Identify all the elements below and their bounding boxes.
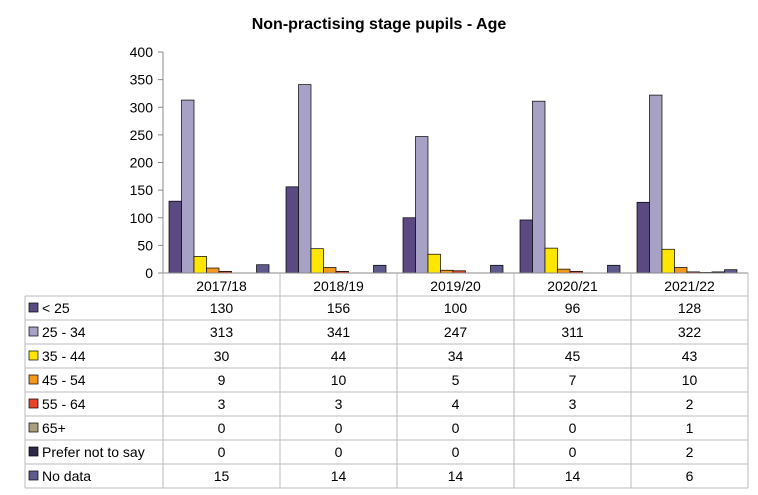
legend-series-name: < 25	[42, 300, 70, 316]
legend-swatch	[28, 350, 39, 361]
chart-title: Non-practising stage pupils - Age	[252, 16, 507, 33]
table-cell-value: 9	[218, 372, 226, 388]
y-tick-label: 300	[130, 99, 154, 115]
table-cell-value: 0	[452, 420, 460, 436]
table-cell-value: 4	[452, 396, 460, 412]
y-axis: 0 50 100 150 200 250 300 350 400	[130, 44, 164, 281]
table-cell-value: 0	[335, 420, 343, 436]
legend-series-name: No data	[42, 468, 91, 484]
bar	[193, 256, 207, 274]
y-tick-label: 150	[130, 182, 154, 198]
bar	[323, 267, 337, 274]
table-cell-value: 14	[565, 468, 581, 484]
table-cell-value: 3	[218, 396, 226, 412]
bar	[285, 186, 299, 274]
bar	[519, 219, 533, 274]
bar	[168, 200, 182, 274]
bar	[649, 94, 663, 274]
data-table: 2017/18 2018/19 2019/20 2020/21 2021/22 < 25 1…	[24, 273, 749, 489]
table-cell-value: 0	[335, 444, 343, 460]
legend-series-name: 35 - 44	[42, 348, 86, 364]
table-cell-value: 45	[565, 348, 581, 364]
bars	[163, 84, 748, 274]
table-cell-value: 100	[444, 300, 468, 316]
legend-swatch	[28, 374, 39, 385]
bar	[636, 201, 650, 274]
bar	[181, 99, 195, 274]
bar	[310, 248, 324, 274]
table-cell-value: 156	[327, 300, 351, 316]
table-cell-value: 128	[678, 300, 702, 316]
bar	[402, 217, 416, 274]
legend-series-name: 65+	[42, 420, 66, 436]
legend-swatch	[28, 398, 39, 409]
y-tick-label: 400	[130, 44, 154, 60]
bar	[206, 267, 220, 274]
table-cell-value: 0	[569, 444, 577, 460]
legend-swatch	[28, 326, 39, 337]
table-cell-value: 14	[448, 468, 464, 484]
y-tick-label: 100	[130, 210, 154, 226]
bar	[490, 264, 504, 274]
legend-series-name: Prefer not to say	[42, 444, 145, 460]
legend-swatch	[28, 302, 39, 313]
legend-swatch	[28, 422, 39, 433]
table-cell-value: 247	[444, 324, 468, 340]
bar	[557, 268, 571, 274]
table-cell-value: 130	[210, 300, 234, 316]
table-cell-value: 0	[218, 444, 226, 460]
table-cell-value: 0	[569, 420, 577, 436]
y-tick-label: 50	[137, 237, 153, 253]
bar	[674, 267, 688, 274]
table-cell-value: 0	[452, 444, 460, 460]
x-category-label: 2018/19	[313, 278, 364, 294]
legend-series-name: 55 - 64	[42, 396, 86, 412]
table-cell-value: 10	[331, 372, 347, 388]
table-cell-value: 341	[327, 324, 351, 340]
x-category-label: 2021/22	[664, 278, 715, 294]
table-cell-value: 3	[569, 396, 577, 412]
table-cell-value: 7	[569, 372, 577, 388]
bar	[661, 248, 675, 274]
bar	[532, 100, 546, 274]
y-tick-label: 250	[130, 127, 154, 143]
bar	[607, 264, 621, 274]
bar	[427, 253, 441, 274]
legend-series-name: 25 - 34	[42, 324, 86, 340]
table-cell-value: 322	[678, 324, 702, 340]
table-cell-value: 3	[335, 396, 343, 412]
table-cell-value: 96	[565, 300, 581, 316]
table-cell-value: 2	[686, 444, 694, 460]
y-tick-label: 200	[130, 155, 154, 171]
table-cell-value: 6	[686, 468, 694, 484]
y-tick-label: 350	[130, 72, 154, 88]
table-cell-value: 15	[214, 468, 230, 484]
bar	[544, 247, 558, 274]
legend-swatch	[28, 446, 39, 457]
legend-swatch	[28, 470, 39, 481]
table-cell-value: 10	[682, 372, 698, 388]
table-cell-value: 0	[218, 420, 226, 436]
bar	[256, 264, 270, 274]
bar	[415, 136, 429, 274]
x-category-label: 2020/21	[547, 278, 598, 294]
bar	[373, 264, 387, 274]
x-category-label: 2019/20	[430, 278, 481, 294]
table-cell-value: 44	[331, 348, 347, 364]
table-cell-value: 311	[561, 324, 584, 340]
table-cell-value: 43	[682, 348, 698, 364]
y-tick-label: 0	[145, 265, 153, 281]
x-category-label: 2017/18	[196, 278, 247, 294]
table-cell-value: 1	[686, 420, 694, 436]
table-cell-value: 34	[448, 348, 464, 364]
table-cell-value: 313	[210, 324, 234, 340]
table-cell-value: 30	[214, 348, 230, 364]
table-cell-value: 2	[686, 396, 694, 412]
table-cell-value: 14	[331, 468, 347, 484]
legend-series-name: 45 - 54	[42, 372, 86, 388]
table-cell-value: 5	[452, 372, 460, 388]
bar	[298, 84, 312, 274]
